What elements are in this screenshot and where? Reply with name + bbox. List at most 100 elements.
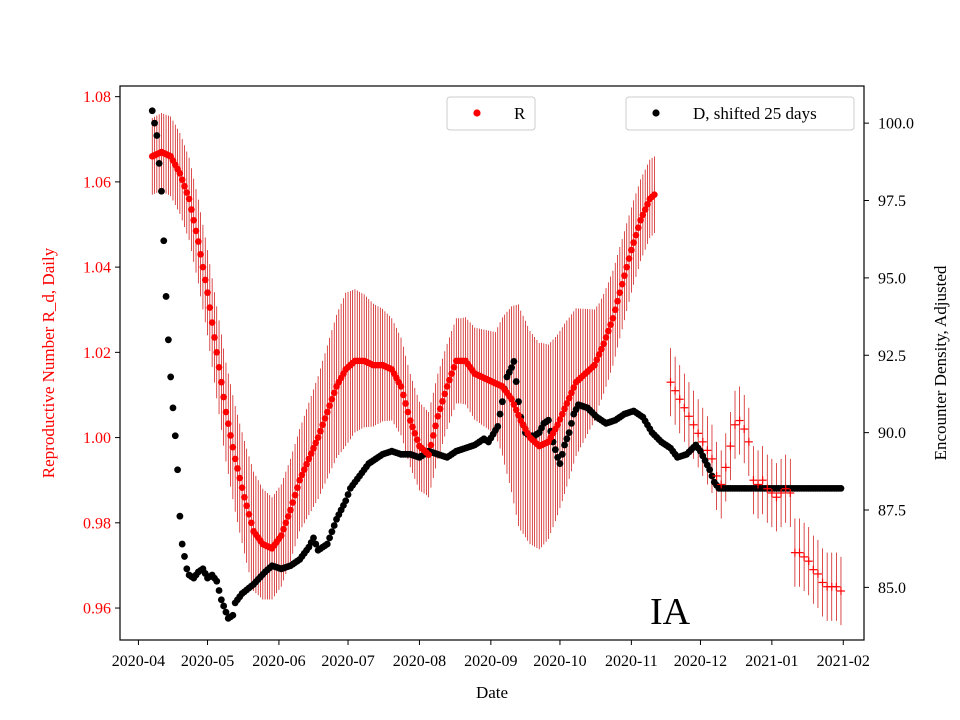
plot-frame	[119, 85, 865, 641]
x-tick-label: 2020-06	[252, 653, 305, 670]
d-point	[176, 512, 184, 520]
r-point	[236, 474, 244, 482]
r-point	[400, 391, 407, 399]
r-point	[644, 200, 651, 208]
r-point	[296, 476, 303, 484]
r-point	[243, 502, 250, 510]
d-point	[167, 373, 175, 381]
r-point	[600, 340, 608, 348]
r-point	[434, 412, 442, 420]
r-point	[443, 383, 451, 390]
r-point	[245, 510, 253, 518]
r-point	[554, 421, 561, 429]
y-right-tick-label: 95.0	[878, 270, 906, 287]
r-point	[234, 465, 241, 472]
r-point	[326, 402, 333, 409]
r-point	[450, 363, 458, 371]
r-point	[605, 327, 612, 335]
d-point	[164, 336, 172, 344]
r-point	[229, 443, 237, 451]
r-point	[307, 450, 315, 457]
x-tick-label: 2020-07	[321, 653, 374, 670]
y-left-tick-label: 1.00	[83, 430, 111, 447]
r-point	[197, 251, 204, 258]
r-point	[324, 408, 331, 416]
r-point	[321, 415, 329, 422]
d-point	[342, 497, 350, 505]
d-point	[148, 107, 156, 115]
r-point	[411, 430, 419, 437]
r-point	[280, 525, 287, 533]
r-point	[277, 532, 285, 539]
r-point	[185, 195, 193, 203]
d-point	[565, 429, 573, 437]
d-point	[561, 441, 568, 449]
r-point	[432, 422, 439, 430]
r-point	[598, 345, 605, 353]
r-point	[630, 239, 637, 246]
r-point	[625, 255, 633, 262]
r-point	[206, 304, 214, 311]
r-point	[176, 170, 184, 177]
x-tick-label: 2020-10	[533, 653, 586, 670]
r-point	[409, 423, 416, 431]
legend-d-label: D, shifted 25 days	[693, 104, 817, 123]
r-point	[413, 436, 421, 444]
r-point	[247, 519, 255, 527]
d-point	[330, 522, 338, 529]
y-right-tick-label: 87.5	[878, 503, 906, 520]
d-point	[181, 553, 188, 560]
r-point	[319, 421, 326, 429]
r-point	[616, 289, 624, 296]
x-tick-label: 2021-01	[745, 653, 798, 670]
y-axis-right: 85.0 87.5 90.0 92.5 95.0 97.5 100.0	[864, 116, 914, 597]
r-point	[651, 191, 658, 198]
r-point	[201, 276, 209, 284]
r-point	[609, 314, 617, 322]
r-point	[287, 506, 294, 514]
r-point	[602, 334, 610, 341]
d-point	[220, 602, 228, 610]
x-axis: 2020-04 2020-05 2020-06 2020-07 2020-08 2020-…	[112, 640, 870, 670]
d-point	[837, 484, 845, 492]
y-left-tick-label: 1.08	[83, 89, 111, 106]
d-point	[510, 358, 518, 365]
r-point	[220, 393, 227, 401]
d-point	[169, 404, 177, 412]
r-point	[305, 455, 313, 463]
d-point	[558, 450, 566, 458]
r-point	[294, 484, 301, 491]
d-point	[213, 577, 221, 585]
r-point	[641, 206, 649, 213]
x-axis-title: Date	[476, 683, 508, 702]
r-point	[556, 416, 564, 423]
d-point	[312, 540, 320, 548]
r-point	[317, 427, 324, 435]
r-point	[618, 280, 626, 288]
d-point	[551, 446, 559, 454]
d-point	[496, 410, 504, 418]
r-point	[227, 432, 234, 439]
r-point	[195, 238, 202, 245]
r-point	[439, 398, 446, 405]
d-point	[545, 416, 552, 424]
y-left-tick-label: 1.06	[83, 174, 111, 191]
r-point	[218, 378, 225, 386]
r-point	[429, 432, 437, 439]
legend-d-marker	[652, 109, 660, 117]
d-point	[160, 237, 168, 245]
x-tick-label: 2020-08	[393, 653, 446, 670]
legend-r-label: R	[514, 104, 526, 123]
d-point	[323, 540, 331, 548]
r-point	[632, 231, 640, 239]
r-point	[614, 297, 621, 305]
r-point	[563, 400, 571, 407]
r-point	[181, 182, 188, 190]
r-point	[404, 408, 412, 416]
r-point	[634, 224, 642, 231]
r-point	[512, 406, 520, 414]
r-point	[637, 216, 644, 224]
r-point	[238, 484, 246, 491]
r-point	[558, 410, 566, 418]
legend-r: R	[446, 96, 536, 131]
